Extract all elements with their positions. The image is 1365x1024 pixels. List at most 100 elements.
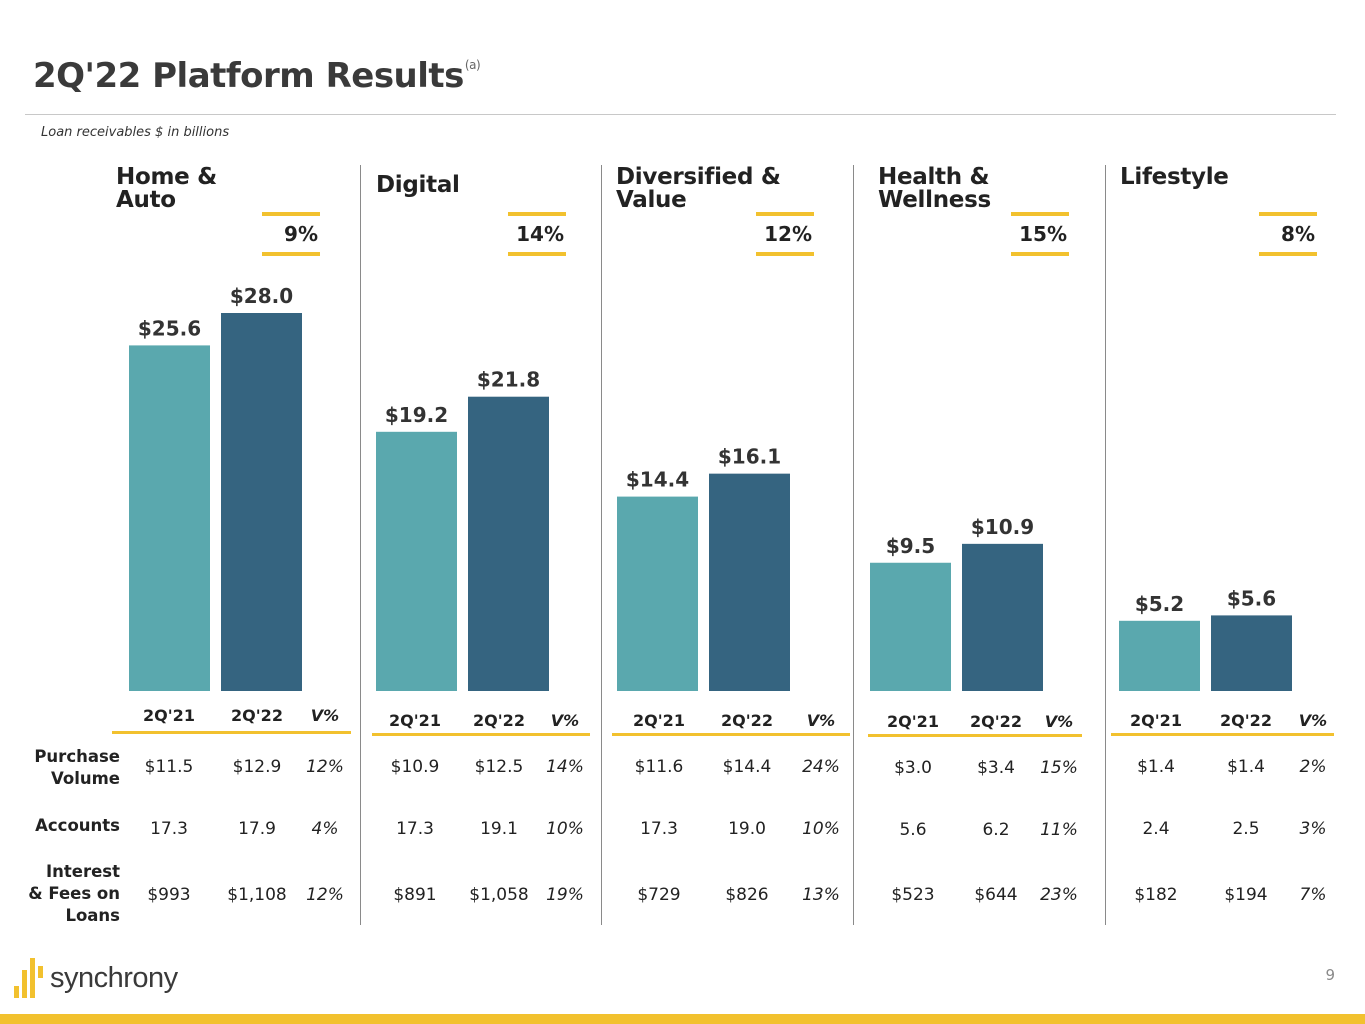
cell-accounts-2q21: 17.3 [640, 819, 678, 839]
cell-interest-fees-variance: 19% [546, 885, 584, 905]
col-header-2q21: 2Q'21 [887, 712, 939, 731]
growth-badge-health-wellness: 15% [1011, 212, 1069, 256]
cell-purchase-volume-variance: 14% [546, 757, 584, 777]
bar-chart: $25.6 $28.0 $19.2 $21.8 $14.4 $16.1 $9.5 $10.9 $… [129, 284, 1292, 691]
bar-health-wellness-2q21 [870, 562, 951, 691]
col-header-variance: V% [806, 711, 836, 730]
cell-accounts-variance: 11% [1040, 820, 1078, 840]
growth-badge-home-auto: 9% [262, 212, 320, 256]
col-header-2q22: 2Q'22 [1220, 711, 1272, 730]
bar-home-auto-2q21 [129, 345, 210, 691]
bar-diversified-value-2q21 [617, 496, 698, 691]
cell-interest-fees-2q21: $182 [1134, 885, 1178, 905]
col-header-2q21: 2Q'21 [389, 711, 441, 730]
cell-accounts-2q22: 19.0 [728, 819, 766, 839]
cell-interest-fees-2q21: $891 [393, 885, 437, 905]
col-header-variance: V% [1298, 711, 1328, 730]
col-header-variance: V% [1044, 712, 1074, 731]
cell-purchase-volume-2q22: $14.4 [722, 757, 772, 777]
cell-purchase-volume-2q22: $3.4 [977, 758, 1015, 778]
cell-purchase-volume-variance: 12% [306, 757, 344, 777]
cell-purchase-volume-2q21: $1.4 [1137, 757, 1175, 777]
growth-badge-lifestyle: 8% [1259, 212, 1317, 256]
header-rule [612, 733, 850, 736]
cell-accounts-variance: 4% [311, 819, 339, 839]
cell-purchase-volume-2q21: $11.5 [144, 757, 194, 777]
bar-label-diversified-value-2q21: $14.4 [626, 468, 689, 492]
col-header-2q21: 2Q'21 [633, 711, 685, 730]
bar-digital-2q22 [468, 396, 549, 691]
brand-name: synchrony [50, 961, 178, 994]
cell-interest-fees-variance: 13% [802, 885, 840, 905]
segment-name-digital: Digital [376, 172, 460, 198]
segment-name-diversified-value: Diversified & Value [616, 164, 781, 213]
cell-accounts-variance: 10% [802, 819, 840, 839]
bar-label-digital-2q21: $19.2 [385, 403, 448, 427]
synchrony-mark-icon [14, 958, 44, 998]
bar-label-digital-2q22: $21.8 [477, 368, 540, 392]
col-header-2q22: 2Q'22 [721, 711, 773, 730]
cell-purchase-volume-2q21: $10.9 [390, 757, 440, 777]
cell-interest-fees-2q22: $1,058 [469, 885, 529, 905]
row-label-purchase-volume: Purchase Volume [34, 747, 120, 788]
header-rule [112, 731, 351, 734]
cell-interest-fees-2q21: $993 [147, 885, 191, 905]
col-header-2q22: 2Q'22 [473, 711, 525, 730]
segment-divider [853, 165, 854, 925]
bar-label-lifestyle-2q21: $5.2 [1135, 592, 1184, 616]
bar-home-auto-2q22 [221, 313, 302, 691]
bar-digital-2q21 [376, 431, 457, 691]
col-header-2q22: 2Q'22 [231, 706, 283, 725]
cell-interest-fees-2q22: $194 [1224, 885, 1268, 905]
cell-accounts-2q22: 2.5 [1232, 819, 1260, 839]
header-rule [1111, 733, 1334, 736]
footnote-marker: (a) [464, 58, 481, 72]
cell-purchase-volume-variance: 24% [802, 757, 840, 777]
col-header-2q21: 2Q'21 [1130, 711, 1182, 730]
cell-purchase-volume-variance: 2% [1299, 757, 1327, 777]
page-number: 9 [1325, 966, 1335, 984]
growth-badge-digital: 14% [508, 212, 566, 256]
cell-interest-fees-2q22: $826 [725, 885, 769, 905]
cell-interest-fees-variance: 7% [1299, 885, 1327, 905]
col-header-2q21: 2Q'21 [143, 706, 195, 725]
cell-accounts-2q22: 6.2 [982, 820, 1010, 840]
bar-label-diversified-value-2q22: $16.1 [718, 445, 781, 469]
col-header-variance: V% [550, 711, 580, 730]
bottom-accent-band [0, 1014, 1365, 1024]
header-rule [372, 733, 590, 736]
cell-purchase-volume-2q22: $1.4 [1227, 757, 1265, 777]
bar-lifestyle-2q21 [1119, 620, 1200, 691]
bar-label-home-auto-2q21: $25.6 [138, 316, 201, 340]
cell-interest-fees-2q22: $644 [974, 885, 1018, 905]
col-header-variance: V% [310, 706, 340, 725]
title-rule [25, 114, 1336, 115]
bar-label-lifestyle-2q22: $5.6 [1227, 586, 1276, 610]
bar-health-wellness-2q22 [962, 543, 1043, 691]
cell-purchase-volume-2q21: $3.0 [894, 758, 932, 778]
cell-accounts-2q21: 5.6 [899, 820, 927, 840]
bar-label-health-wellness-2q21: $9.5 [886, 534, 935, 558]
cell-interest-fees-variance: 12% [306, 885, 344, 905]
cell-interest-fees-variance: 23% [1040, 885, 1078, 905]
growth-badge-diversified-value: 12% [756, 212, 814, 256]
chart-subtitle: Loan receivables $ in billions [41, 125, 230, 140]
segment-divider [360, 165, 361, 925]
title-text: 2Q'22 Platform Results [33, 56, 464, 96]
segment-divider [601, 165, 602, 925]
segment-name-home-auto: Home & Auto [116, 164, 217, 213]
header-rule [868, 734, 1082, 737]
cell-accounts-2q22: 19.1 [480, 819, 518, 839]
segment-divider [1105, 165, 1106, 925]
cell-purchase-volume-2q22: $12.5 [474, 757, 524, 777]
cell-accounts-2q22: 17.9 [238, 819, 276, 839]
segment-name-health-wellness: Health & Wellness [878, 164, 991, 213]
bar-diversified-value-2q22 [709, 473, 790, 691]
cell-accounts-variance: 10% [546, 819, 584, 839]
bar-lifestyle-2q22 [1211, 615, 1292, 691]
cell-purchase-volume-2q22: $12.9 [232, 757, 282, 777]
bar-label-home-auto-2q22: $28.0 [230, 284, 293, 308]
cell-interest-fees-2q21: $729 [637, 885, 681, 905]
brand-logo: synchrony [14, 958, 178, 998]
cell-purchase-volume-variance: 15% [1040, 758, 1078, 778]
